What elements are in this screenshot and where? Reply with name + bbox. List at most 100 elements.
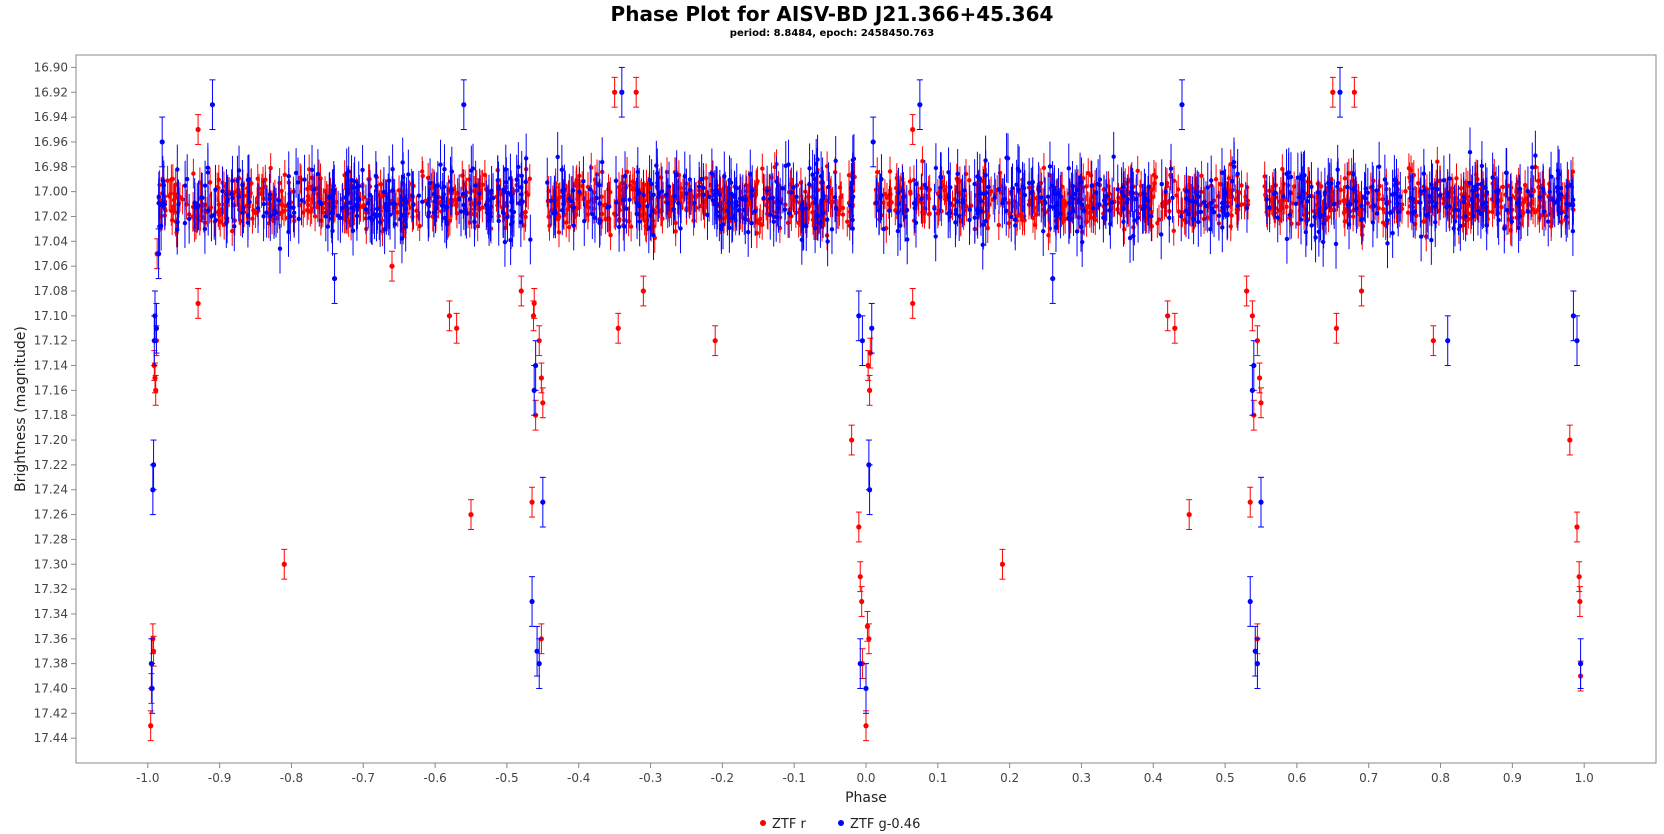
data-point [1218,181,1223,187]
data-point [574,179,579,185]
data-point [642,218,647,223]
data-point [825,239,830,244]
data-point [168,191,173,197]
data-point [1522,182,1528,188]
data-point [561,201,566,207]
data-point [240,182,245,188]
data-point [1463,214,1468,219]
data-point [1275,215,1280,220]
data-point [933,165,939,171]
data-point [207,180,213,185]
plot-background [75,54,1657,764]
data-point [205,208,211,213]
data-point [1454,200,1459,205]
data-point [1041,165,1047,171]
data-point [996,222,1002,228]
data-point [195,126,201,133]
data-point [656,194,661,200]
data-point [987,202,992,207]
data-point [1537,194,1543,200]
data-point [496,186,501,192]
data-point [277,180,282,186]
data-point [315,171,321,177]
data-point [395,210,400,215]
data-point [594,195,599,201]
data-point [350,206,355,211]
data-point [1376,205,1381,211]
data-point [874,200,879,205]
data-point [153,387,159,393]
data-point [602,202,607,208]
data-point [627,197,632,202]
data-point [224,199,230,204]
data-point [1124,200,1130,205]
data-point [582,218,587,224]
data-point [1475,182,1480,187]
data-point [277,246,283,251]
data-point [245,220,251,225]
data-point [666,184,672,189]
data-point [473,183,478,188]
data-point [555,154,560,160]
data-point [743,197,749,202]
data-point [1213,204,1219,209]
dense-measurement-cloud [156,127,1576,274]
data-point [1570,197,1576,203]
data-point [1396,209,1401,214]
data-point [664,192,669,197]
data-point [327,195,332,200]
data-point [1381,206,1386,212]
data-point [238,218,244,224]
data-point [557,194,563,200]
data-point [687,187,693,193]
data-point [1291,184,1297,189]
data-point [1279,205,1284,211]
data-point [1332,201,1337,207]
data-point [1318,213,1323,218]
data-point [760,166,765,171]
data-point [754,230,760,236]
data-point [282,172,288,177]
data-point [1281,194,1286,199]
data-point [406,172,411,177]
data-point [456,197,462,202]
data-point [1546,219,1551,224]
data-point [644,182,649,187]
data-point [1211,210,1217,215]
data-point [1121,205,1126,210]
data-point [1533,153,1538,158]
data-point [296,216,301,222]
data-point [1135,168,1140,174]
data-point [1020,184,1025,189]
data-point [202,183,208,188]
data-point [686,200,692,205]
data-point [434,194,439,200]
data-point [1484,190,1490,195]
data-point [833,158,838,164]
data-point [404,199,409,205]
data-point [846,173,852,178]
data-point [1229,178,1235,184]
data-point [599,194,604,199]
data-point [626,219,631,224]
data-point [338,215,343,221]
data-point [732,193,737,198]
data-point [410,193,415,199]
data-point [677,185,683,191]
data-point [1079,239,1085,245]
data-point [199,194,204,200]
data-point [161,183,167,188]
data-point [236,168,242,173]
data-point [1228,224,1233,229]
data-point [191,171,196,176]
data-point [912,205,917,211]
data-point [1030,215,1036,221]
data-point [1162,199,1167,205]
data-point [901,194,906,200]
data-point [489,188,494,194]
data-point [1411,210,1416,215]
data-point [737,207,742,213]
data-point [1016,187,1021,192]
data-point [988,189,994,194]
data-point [1006,220,1012,226]
